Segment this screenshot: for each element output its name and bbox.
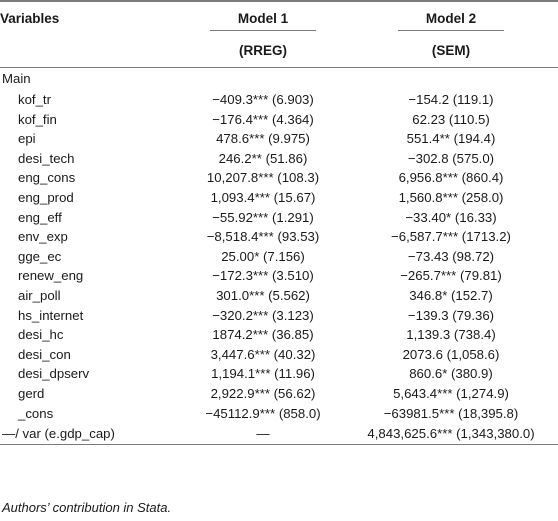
header-model-1-label: Model 1 bbox=[209, 10, 317, 31]
variable-name: gerd bbox=[18, 385, 45, 401]
table-row: desi_dpserv 1,194.1*** (11.96) 860.6* (380… bbox=[0, 364, 558, 384]
variable-name: air_poll bbox=[18, 287, 61, 303]
table-row: —/ var (e.gdp_cap) —4,843,625.6*** (1,343… bbox=[0, 423, 558, 446]
model-1-value: — bbox=[170, 423, 344, 446]
model-1-value: 10,207.8*** (108.3) bbox=[206, 170, 320, 186]
variable-name: desi_dpserv bbox=[18, 366, 90, 382]
header-model-2: Model 2 bbox=[344, 0, 558, 35]
table-row: desi_tech 246.2** (51.86) −302.8 (575.0) bbox=[0, 149, 558, 169]
model-2-value: 1,139.3 (738.4) bbox=[406, 327, 496, 343]
section-row: Main bbox=[0, 68, 558, 91]
table-row: desi_hc 1874.2*** (36.85) 1,139.3 (738.4) bbox=[0, 325, 558, 345]
table-row: _cons −45112.9*** (858.0) −63981.5*** (18,… bbox=[0, 404, 558, 424]
model-2-value: −33.40* (16.33) bbox=[405, 209, 497, 225]
variable-name: —/ var (e.gdp_cap) bbox=[0, 423, 170, 446]
variable-name: eng_prod bbox=[18, 189, 74, 205]
table-row: eng_cons 10,207.8*** (108.3) 6,956.8*** (8… bbox=[0, 168, 558, 188]
table-header: Variables Model 1 Model 2 (RREG) (SEM) bbox=[0, 0, 558, 68]
model-1-value: 246.2** (51.86) bbox=[218, 150, 308, 166]
variable-name: renew_eng bbox=[18, 268, 84, 284]
model-2-value: −63981.5*** (18,395.8) bbox=[383, 405, 519, 421]
model-2-value: 2073.6 (1,058.6) bbox=[402, 346, 500, 362]
model-2-value: 346.8* (152.7) bbox=[409, 287, 493, 303]
table-row: desi_con 3,447.6*** (40.32) 2073.6 (1,058.… bbox=[0, 345, 558, 365]
table-footnote: Authors’ contribution in Stata. bbox=[2, 500, 172, 515]
model-2-value: −73.43 (98.72) bbox=[407, 248, 495, 264]
variable-name: eng_cons bbox=[18, 170, 76, 186]
variable-name: kof_tr bbox=[18, 92, 51, 107]
header-model-2-label: Model 2 bbox=[397, 10, 505, 31]
variable-name: kof_fin bbox=[18, 111, 57, 127]
table-row: hs_internet −320.2*** (3.123) −139.3 (79.3… bbox=[0, 306, 558, 326]
model-1-value: −320.2*** (3.123) bbox=[212, 307, 314, 323]
model-2-value: −265.7*** (79.81) bbox=[400, 268, 502, 284]
model-2-value: −6,587.7*** (1713.2) bbox=[391, 229, 511, 245]
model-2-value: −139.3 (79.36) bbox=[407, 307, 495, 323]
model-1-value: −176.4*** (4.364) bbox=[212, 111, 314, 127]
header-blank bbox=[0, 35, 170, 68]
model-2-value: −302.8 (575.0) bbox=[407, 150, 495, 166]
variable-name: hs_internet bbox=[18, 307, 84, 323]
model-1-value: 3,447.6*** (40.32) bbox=[210, 346, 316, 362]
variable-name: _cons bbox=[18, 405, 54, 421]
model-1-value: −45112.9*** (858.0) bbox=[205, 405, 321, 421]
table-row: kof_tr −409.3*** (6.903) −154.2 (119.1) bbox=[0, 90, 558, 110]
regression-table: Variables Model 1 Model 2 (RREG) (SEM) M… bbox=[0, 0, 558, 446]
model-1-value: −55.92*** (1.291) bbox=[212, 209, 314, 225]
header-variables: Variables bbox=[0, 0, 170, 35]
model-1-value: 1,093.4*** (15.67) bbox=[210, 189, 316, 205]
model-1-value: 1,194.1*** (11.96) bbox=[211, 366, 315, 382]
variable-name: epi bbox=[18, 131, 36, 147]
table-row: gerd 2,922.9*** (56.62) 5,643.4*** (1,274.… bbox=[0, 384, 558, 404]
section-label: Main bbox=[2, 71, 31, 86]
header-model-1-method: (RREG) bbox=[170, 35, 344, 68]
variable-name: gge_ec bbox=[18, 248, 62, 264]
header-model-1: Model 1 bbox=[170, 0, 344, 35]
variable-name: eng_eff bbox=[18, 209, 62, 225]
model-2-value: 5,643.4*** (1,274.9) bbox=[393, 385, 509, 401]
model-1-value: 25.00* (7.156) bbox=[221, 248, 305, 264]
model-1-value: 478.6*** (9.975) bbox=[216, 131, 310, 147]
variable-name: desi_con bbox=[18, 346, 71, 362]
section-empty-2 bbox=[344, 68, 558, 91]
variable-name: desi_tech bbox=[18, 150, 75, 166]
variable-name: env_exp bbox=[18, 229, 68, 245]
model-1-value: −409.3*** (6.903) bbox=[212, 92, 314, 107]
table-row: epi 478.6*** (9.975) 551.4** (194.4) bbox=[0, 129, 558, 149]
model-2-value: 62.23 (110.5) bbox=[412, 111, 490, 127]
model-2-value: 860.6* (380.9) bbox=[409, 366, 493, 382]
table-row: gge_ec 25.00* (7.156) −73.43 (98.72) bbox=[0, 247, 558, 267]
model-2-value: −154.2 (119.1) bbox=[408, 92, 494, 107]
header-model-2-method: (SEM) bbox=[344, 35, 558, 68]
table-row: kof_fin −176.4*** (4.364) 62.23 (110.5) bbox=[0, 110, 558, 130]
model-1-value: 2,922.9*** (56.62) bbox=[210, 385, 316, 401]
model-2-value: 6,956.8*** (860.4) bbox=[398, 170, 504, 186]
model-1-value: −8,518.4*** (93.53) bbox=[206, 229, 320, 245]
section-empty-1 bbox=[170, 68, 344, 91]
table-body: Main kof_tr −409.3*** (6.903) −154.2 (119.… bbox=[0, 68, 558, 446]
model-2-value: 1,560.8*** (258.0) bbox=[398, 189, 504, 205]
table-row: air_poll 301.0*** (5.562) 346.8* (152.7) bbox=[0, 286, 558, 306]
model-1-value: −172.3*** (3.510) bbox=[212, 268, 314, 284]
variable-name: desi_hc bbox=[18, 327, 64, 343]
table-row: eng_prod 1,093.4*** (15.67) 1,560.8*** (25… bbox=[0, 188, 558, 208]
model-1-value: 1874.2*** (36.85) bbox=[212, 327, 314, 343]
model-2-value: 4,843,625.6*** (1,343,380.0) bbox=[344, 423, 558, 446]
model-1-value: 301.0*** (5.562) bbox=[216, 287, 310, 303]
table-row: eng_eff −55.92*** (1.291) −33.40* (16.33) bbox=[0, 208, 558, 228]
table-row: renew_eng −172.3*** (3.510) −265.7*** (79.… bbox=[0, 266, 558, 286]
table-row: env_exp −8,518.4*** (93.53) −6,587.7*** (1… bbox=[0, 227, 558, 247]
model-2-value: 551.4** (194.4) bbox=[406, 131, 496, 147]
